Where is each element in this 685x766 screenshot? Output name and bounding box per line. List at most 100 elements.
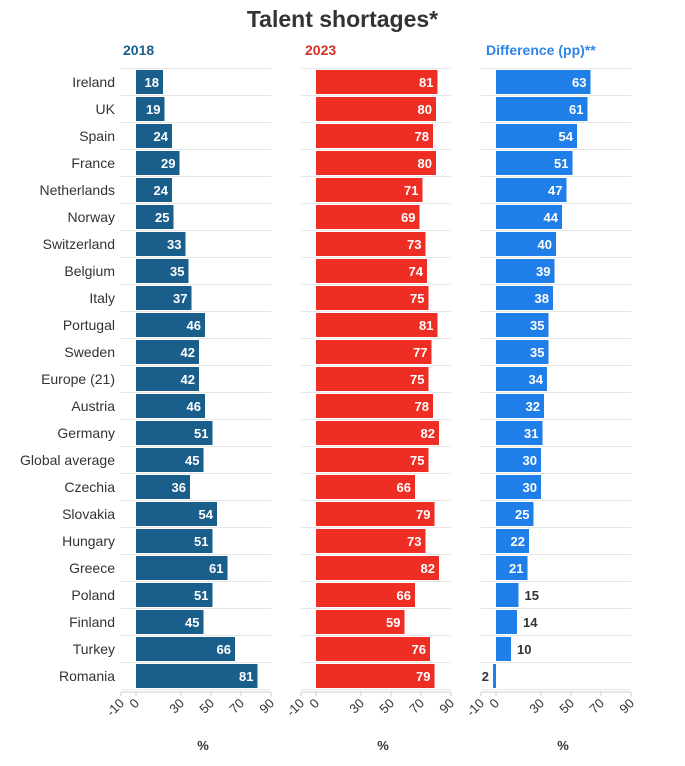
bar [136,556,228,580]
bar-value-label: 15 [525,588,539,603]
x-tick-label: 0 [306,696,322,712]
x-tick-label: 90 [436,696,457,717]
bar [136,232,186,256]
bar-value-label: 54 [559,129,574,144]
bar-value-label: 30 [523,453,537,468]
bar-value-label: 78 [415,399,429,414]
category-label: Greece [69,560,115,576]
bar-value-label: 21 [509,561,523,576]
x-tick-label: -10 [103,696,127,720]
bar-value-label: 66 [217,642,231,657]
bar [316,205,420,229]
bar-value-label: 66 [397,480,411,495]
bar [496,475,541,499]
bar [136,124,172,148]
category-label: Italy [89,290,115,306]
bar-value-label: 44 [544,210,559,225]
bar-value-label: 19 [146,102,160,117]
bar [316,529,426,553]
bar-value-label: 10 [517,642,531,657]
bar-value-label: 61 [569,102,583,117]
bar [496,448,541,472]
x-tick-label: 50 [376,696,397,717]
bar-value-label: 76 [412,642,426,657]
bar [136,205,174,229]
category-label: Portugal [63,317,115,333]
bar-value-label: 51 [194,588,208,603]
bar [136,421,213,445]
bar-value-label: 66 [397,588,411,603]
bar [316,313,438,337]
bar-value-label: 75 [410,372,424,387]
bar [136,583,213,607]
x-tick-label: 30 [166,696,187,717]
bar-value-label: 25 [515,507,529,522]
bar [136,340,199,364]
category-label: Netherlands [40,182,116,198]
x-tick-label: 30 [526,696,547,717]
bar [316,340,432,364]
bar [136,529,213,553]
bar-value-label: 69 [401,210,415,225]
category-label: Poland [71,587,115,603]
bar [136,610,204,634]
bar-value-label: 40 [538,237,552,252]
bar-value-label: 46 [187,399,201,414]
x-tick-label: 30 [346,696,367,717]
bar-value-label: 51 [194,426,208,441]
bar [316,448,429,472]
bar-value-label: 42 [181,372,195,387]
bar-value-label: 38 [535,291,549,306]
bar [496,151,573,175]
bar-value-label: 18 [145,75,159,90]
bar-value-label: 81 [239,669,253,684]
bar-value-label: 34 [529,372,544,387]
x-axis-label: % [197,738,209,753]
bar-value-label: 63 [572,75,586,90]
x-tick-label: 70 [226,696,247,717]
bar [496,583,519,607]
x-tick-label: 90 [616,696,637,717]
bar-value-label: 75 [410,453,424,468]
bar [496,502,534,526]
category-label: UK [96,101,116,117]
bar-value-label: 81 [419,75,433,90]
bar-value-label: 2 [482,669,489,684]
bar [496,421,543,445]
bar-value-label: 51 [194,534,208,549]
bar-value-label: 73 [407,237,421,252]
bar [316,583,415,607]
bar-value-label: 33 [167,237,181,252]
bar [316,70,438,94]
bar-value-label: 31 [524,426,538,441]
bar [496,70,591,94]
bar-value-label: 46 [187,318,201,333]
x-tick-label: 50 [196,696,217,717]
x-tick-label: 90 [256,696,277,717]
category-label: Finland [69,614,115,630]
bar-value-label: 47 [548,183,562,198]
bar-value-label: 30 [523,480,537,495]
bar [496,529,529,553]
bar-value-label: 32 [526,399,540,414]
category-label: Germany [57,425,115,441]
bar [496,286,553,310]
bar [136,151,180,175]
bar [496,205,562,229]
bar [316,394,433,418]
x-tick-label: -10 [283,696,307,720]
category-label: Romania [59,668,115,684]
bar [496,313,549,337]
bar [496,610,517,634]
bar [136,448,204,472]
bar [136,502,217,526]
category-label: Belgium [64,263,115,279]
bar [136,664,258,688]
bar [316,232,426,256]
bar-value-label: 61 [209,561,223,576]
bar-value-label: 25 [155,210,169,225]
bar [136,475,190,499]
bar [496,259,555,283]
category-label: Turkey [73,641,115,657]
bar-value-label: 79 [416,669,430,684]
